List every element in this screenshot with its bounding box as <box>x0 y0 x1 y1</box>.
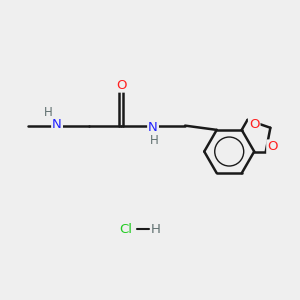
Text: N: N <box>52 118 62 130</box>
Text: H: H <box>151 223 160 236</box>
Text: O: O <box>116 79 126 92</box>
Text: O: O <box>249 118 260 131</box>
Text: N: N <box>148 121 158 134</box>
Text: H: H <box>150 134 159 147</box>
Text: H: H <box>44 106 52 119</box>
Text: O: O <box>267 140 278 154</box>
Text: Cl: Cl <box>120 223 133 236</box>
